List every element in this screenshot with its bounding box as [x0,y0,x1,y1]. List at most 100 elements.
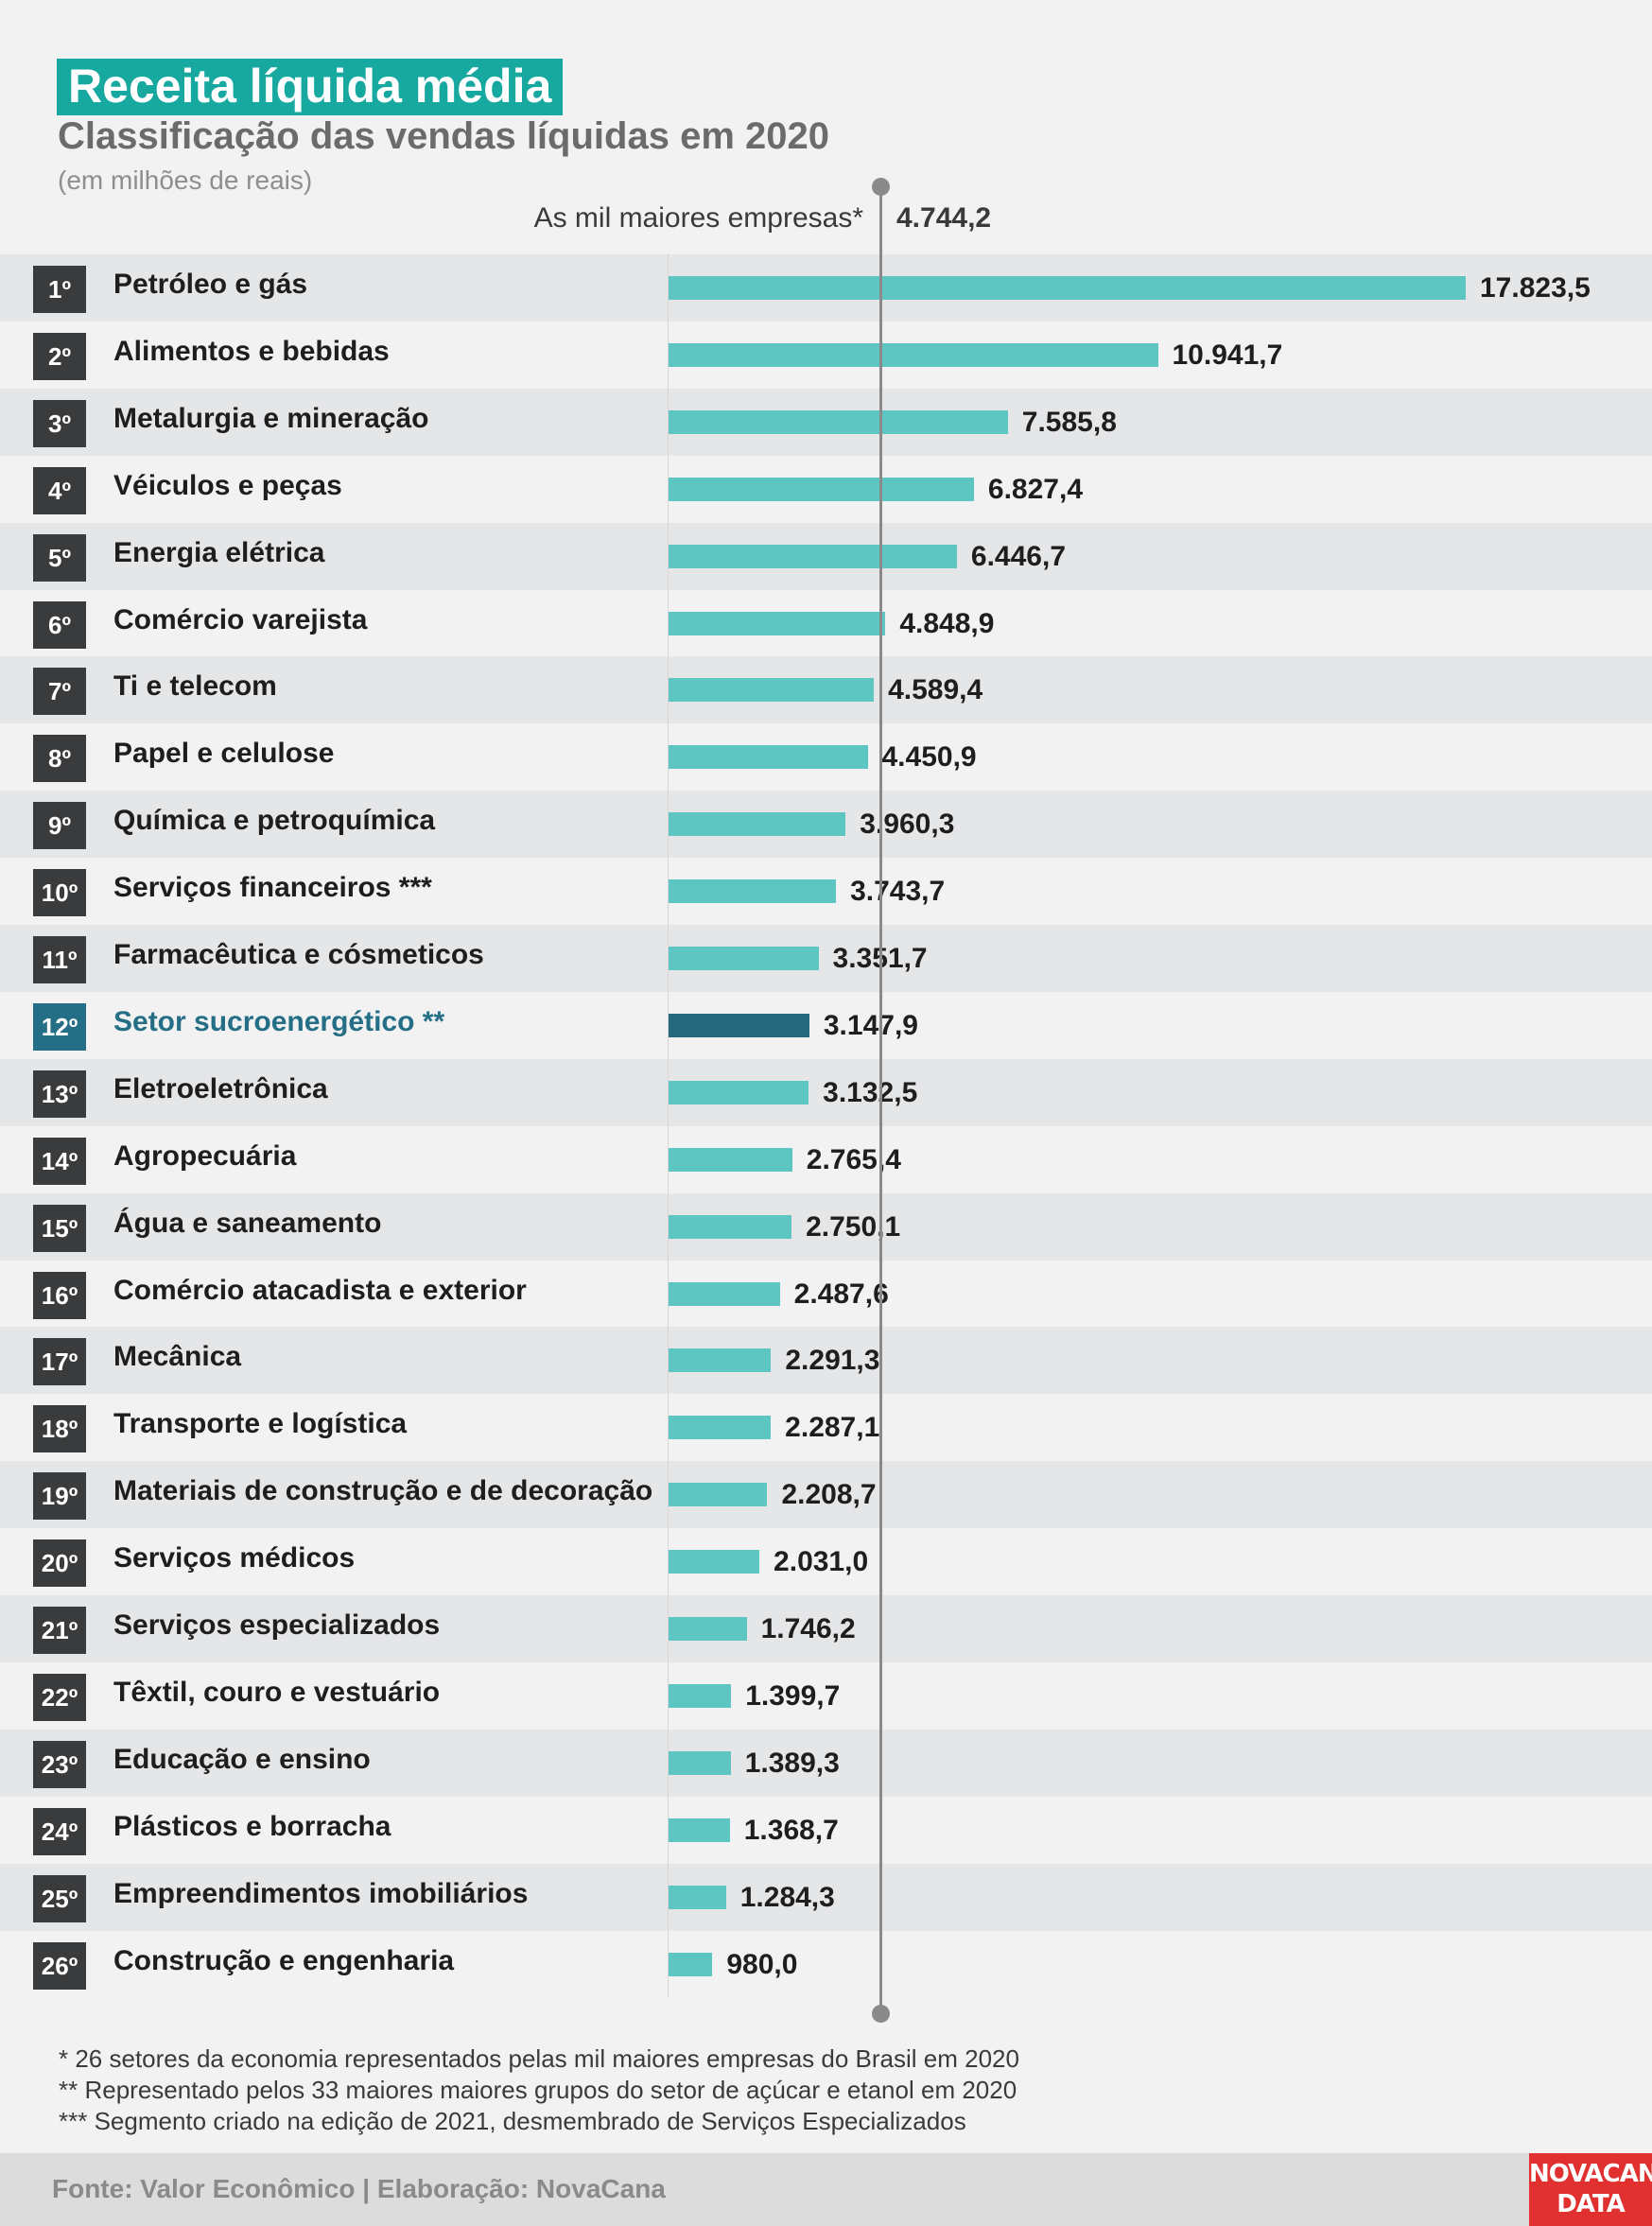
bar [669,1147,792,1172]
bar [669,1952,713,1976]
novacana-data-logo: NOVACANA DATA [1529,2153,1652,2226]
bar-row: 15º Água e saneamento 2.750,1 [0,1192,1652,1261]
data-label: 3.743,7 [850,876,946,908]
data-label: 3.147,9 [823,1009,918,1041]
data-label: 2.287,1 [785,1412,880,1444]
category-label: Mecânica [113,1341,242,1373]
category-label: Serviços especializados [113,1609,441,1641]
bar-row: 2º Alimentos e bebidas 10.941,7 [0,322,1652,389]
reference-line-top-dot [872,178,891,196]
bar-row: 22º Têxtil, couro e vestuário 1.399,7 [0,1662,1652,1730]
category-label: Agropecuária [113,1139,297,1172]
bar-row: 18º Transporte e logística 2.287,1 [0,1394,1652,1461]
bar-row: 12º Setor sucroenergético ** 3.147,9 [0,992,1652,1059]
bar [669,1683,732,1708]
rank-badge: 26º [33,1941,86,1990]
data-label: 7.585,8 [1021,406,1117,438]
rank-badge: 22º [33,1673,86,1721]
footnotes: * 26 setores da economia representados p… [59,2043,1019,2137]
data-label: 4.848,9 [899,607,995,639]
bar [669,879,837,904]
bar [669,342,1158,367]
category-label: Serviços financeiros *** [113,872,432,904]
rank-badge: 12º [33,1002,86,1051]
data-label: 4.450,9 [881,741,977,774]
rank-badge: 24º [33,1807,86,1855]
data-label: 2.765,4 [806,1143,901,1175]
data-label: 2.750,1 [806,1210,901,1243]
bar [669,1483,768,1507]
rank-badge: 23º [33,1740,86,1788]
source-credit: Fonte: Valor Econômico | Elaboração: Nov… [52,2174,666,2203]
chart-subtitle: Classificação das vendas líquidas em 202… [58,115,829,157]
rank-badge: 14º [33,1137,86,1185]
rank-badge: 9º [33,802,86,850]
data-label: 1.284,3 [739,1881,835,1913]
bar-row: 7º Ti e telecom 4.589,4 [0,656,1652,724]
data-label: 17.823,5 [1480,272,1591,304]
data-label: 3.960,3 [860,809,955,841]
bar [669,1348,772,1373]
bar [669,1550,760,1574]
data-label: 2.291,3 [785,1345,880,1377]
rank-badge: 19º [33,1472,86,1521]
bar [669,812,846,837]
rank-badge: 25º [33,1874,86,1922]
category-label: Farmacêutica e cósmeticos [113,939,484,970]
bar-row: 26º Construção e engenharia 980,0 [0,1931,1652,1998]
rank-badge: 4º [33,466,86,514]
bar-row: 17º Mecânica 2.291,3 [0,1327,1652,1395]
category-label: Materiais de construção e de decoração [113,1475,653,1507]
bar [669,276,1466,300]
reference-line [879,187,883,2014]
bar [669,1281,780,1306]
rank-badge: 8º [33,735,86,783]
category-label: Construção e engenharia [113,1944,455,1976]
bar-row: 10º Serviços financeiros *** 3.743,7 [0,858,1652,925]
category-label: Água e saneamento [113,1207,382,1239]
bar-row: 8º Papel e celulose 4.450,9 [0,723,1652,791]
bar-row: 14º Agropecuária 2.765,4 [0,1126,1652,1193]
bar [669,1416,772,1440]
reference-line-bottom-dot [872,2005,891,2023]
bar [669,477,974,501]
bar-row: 6º Comércio varejista 4.848,9 [0,590,1652,657]
category-label: Serviços médicos [113,1542,356,1574]
data-label: 1.368,7 [743,1814,839,1846]
footnote-3: *** Segmento criado na edição de 2021, d… [59,2107,966,2135]
data-label: 980,0 [726,1948,798,1980]
rank-badge: 13º [33,1070,86,1118]
category-label: Eletroeletrônica [113,1072,328,1104]
reference-value: 4.744,2 [896,202,992,234]
rank-badge: 1º [33,266,86,313]
rank-badge: 3º [33,399,86,447]
chart-title: Receita líquida média [57,59,564,115]
logo-line-1: NOVACANA [1529,2160,1652,2188]
category-label: Metalurgia e mineração [113,402,429,434]
bar [669,1080,809,1104]
bar-row: 19º Materiais de construção e de decoraçã… [0,1461,1652,1529]
data-label: 2.487,6 [793,1278,889,1310]
bar [669,1214,792,1239]
rank-badge: 20º [33,1539,86,1588]
bar-row: 13º Eletroeletrônica 3.132,5 [0,1058,1652,1126]
category-label: Véiculos e peças [113,469,342,501]
footer: Fonte: Valor Econômico | Elaboração: Nov… [0,2153,1652,2226]
category-label: Transporte e logística [113,1408,408,1440]
category-label: Comércio atacadista e exterior [113,1274,527,1306]
logo-line-2: DATA [1556,2190,1626,2218]
category-label: Têxtil, couro e vestuário [113,1676,441,1708]
bar [669,544,957,568]
category-label: Educação e ensino [113,1743,371,1775]
category-label: Química e petroquímica [113,805,436,837]
data-label: 1.389,3 [744,1747,840,1779]
footnote-1: * 26 setores da economia representados p… [59,2044,1019,2073]
category-label: Papel e celulose [113,738,335,770]
rank-badge: 16º [33,1271,86,1319]
category-label: Empreendimentos imobiliários [113,1877,529,1909]
rank-badge: 11º [33,936,86,983]
bar-row: 1º Petróleo e gás 17.823,5 [0,254,1652,322]
data-label: 2.031,0 [774,1546,869,1578]
bar-row: 16º Comércio atacadista e exterior 2.487,6 [0,1261,1652,1328]
